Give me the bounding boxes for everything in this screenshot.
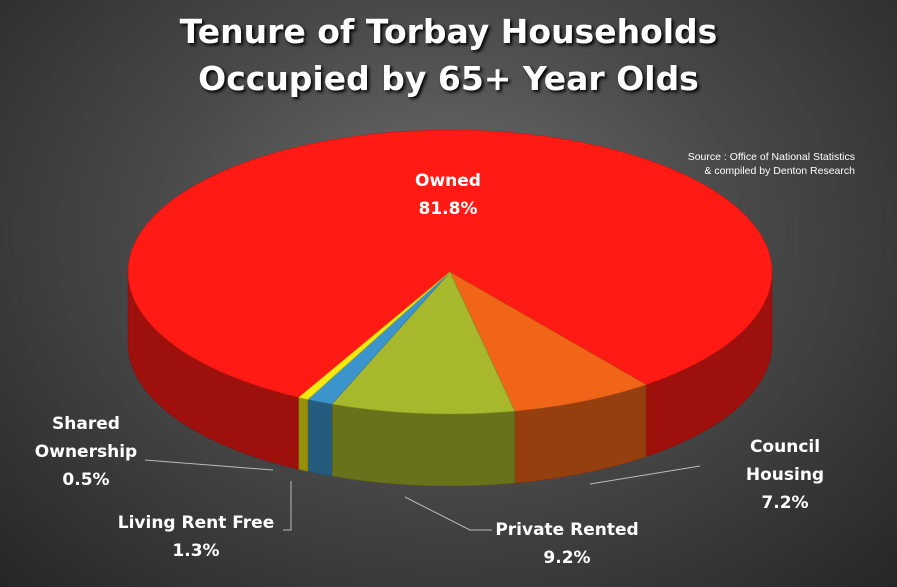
slice <box>449 271 647 412</box>
slice-name: Living Rent Free <box>117 513 275 533</box>
slice-side <box>331 403 515 487</box>
slice-name: Council Housing <box>745 437 825 485</box>
source-note: Source : Office of National Statistics &… <box>688 150 855 178</box>
chart-title-box: Tenure of Torbay Households Occupied by … <box>0 8 897 102</box>
slice <box>127 129 773 398</box>
leader-line <box>144 459 274 471</box>
slice-name: Owned <box>415 171 481 191</box>
slice <box>298 271 451 400</box>
data-label: Private Rented 9.2% <box>495 516 638 572</box>
slice-value: 9.2% <box>543 548 591 568</box>
slice-name: Private Rented <box>495 520 639 540</box>
slice-value: 1.3% <box>172 541 220 561</box>
slice-name: Shared Ownership <box>34 414 138 462</box>
leader-line <box>589 465 701 485</box>
data-label: Shared Ownership 0.5% <box>26 410 146 494</box>
slice-value: 7.2% <box>761 493 809 513</box>
data-label: Council Housing 7.2% <box>729 433 841 517</box>
slice-value: 81.8% <box>418 199 478 219</box>
source-line: & compiled by Denton Research <box>704 165 855 177</box>
leader-line <box>283 481 292 531</box>
slice-side <box>307 399 333 477</box>
source-line: Source : Office of National Statistics <box>687 151 855 163</box>
data-label: Living Rent Free 1.3% <box>118 509 275 565</box>
chart-title: Tenure of Torbay Households Occupied by … <box>179 12 718 98</box>
slice <box>331 271 516 415</box>
data-label: Owned 81.8% <box>415 167 481 223</box>
slice-side <box>298 397 309 472</box>
leader-line <box>404 496 492 531</box>
slice-value: 0.5% <box>62 470 110 490</box>
